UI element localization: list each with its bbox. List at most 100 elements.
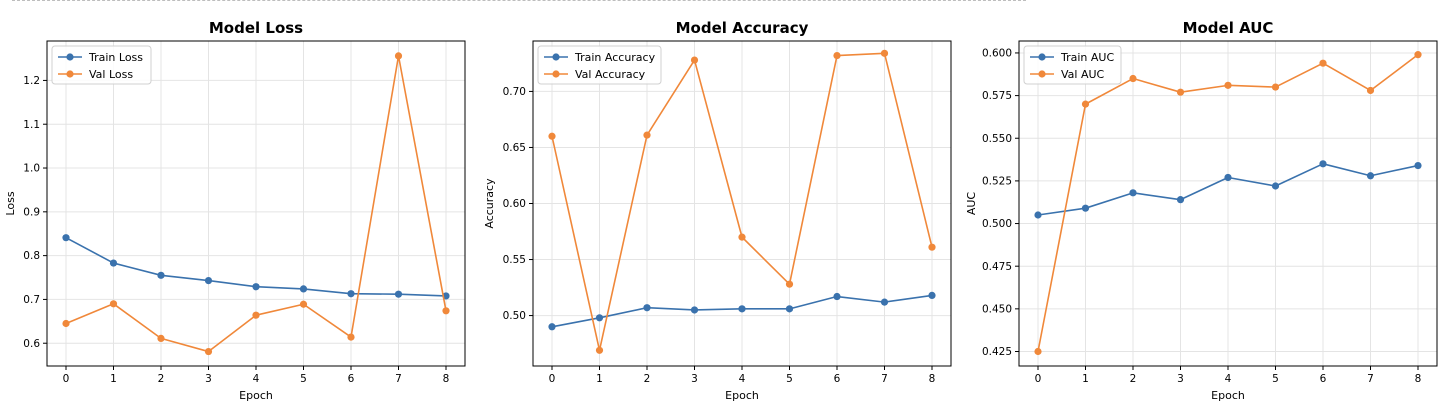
auc-series-0-point-5	[1271, 182, 1280, 190]
auc-series-1-point-1	[1081, 100, 1090, 108]
loss-xtick-label-4: 4	[253, 373, 260, 385]
auc-xlabel: Epoch	[1211, 389, 1245, 402]
accuracy-series-0-point-6	[833, 292, 841, 301]
accuracy-ytick-label-2: 0.60	[503, 198, 526, 210]
loss-series-0-point-1	[109, 259, 118, 267]
accuracy-legend	[537, 45, 662, 85]
loss-xtick-label-2: 2	[158, 373, 165, 385]
loss-series-1-point-8	[442, 307, 450, 315]
chart-accuracy: 0 1 2 3 4 5 6 7 8 0.50 0.55 0.60 0.65 0.70 Model Accur…	[483, 19, 952, 402]
accuracy-series-1-point-6	[833, 51, 841, 60]
loss-series-0-point-6	[347, 290, 355, 298]
accuracy-xlabel: Epoch	[725, 389, 759, 402]
auc-series-0-point-6	[1319, 160, 1327, 168]
loss-series-0-point-4	[252, 283, 260, 291]
accuracy-xtick-label-2: 2	[644, 373, 651, 385]
accuracy-series-1-point-5	[785, 280, 794, 288]
loss-xtick-label-5: 5	[300, 373, 307, 385]
loss-legend-marker-1	[66, 70, 74, 78]
auc-xtick-label-8: 8	[1415, 373, 1422, 385]
auc-ytick-label-4: 0.525	[982, 175, 1012, 187]
loss-ytick-label-5: 1.1	[23, 119, 40, 131]
loss-legend-label-0: Train Loss	[88, 51, 143, 64]
auc-series-0-point-1	[1081, 204, 1090, 212]
chart-loss: 0 1 2 3 4 5 6 7 8 0.6 0.7 0.8 0.9 1.0 1.1 1.2 Model Loss…	[4, 19, 466, 402]
auc-legend-marker-1	[1038, 70, 1046, 78]
accuracy-series-1-point-8	[928, 243, 936, 251]
auc-xtick-label-5: 5	[1272, 373, 1279, 385]
loss-series-1-point-2	[157, 334, 165, 343]
accuracy-series-1-point-7	[880, 49, 889, 57]
auc-series-0-point-0	[1034, 211, 1042, 219]
loss-xtick-label-1: 1	[110, 373, 117, 385]
auc-axes-frame	[1018, 40, 1438, 367]
auc-series-1-point-3	[1176, 88, 1185, 96]
loss-legend-marker-0	[66, 53, 74, 61]
auc-xtick-label-6: 6	[1320, 373, 1327, 385]
auc-series-0-point-8	[1414, 161, 1422, 170]
accuracy-xtick-label-8: 8	[929, 373, 936, 385]
accuracy-xtick-label-0: 0	[549, 373, 556, 385]
loss-ytick-label-2: 0.8	[23, 250, 40, 262]
loss-series-1-point-3	[204, 347, 213, 356]
auc-ytick-label-6: 0.575	[982, 90, 1012, 102]
accuracy-legend-label-1: Val Accuracy	[575, 68, 646, 81]
accuracy-xtick-label-4: 4	[739, 373, 746, 385]
accuracy-xtick-label-6: 6	[834, 373, 841, 385]
auc-series-0-point-2	[1129, 189, 1137, 197]
accuracy-series-1-point-1	[595, 346, 604, 354]
loss-xtick-label-6: 6	[348, 373, 355, 385]
auc-series-1-point-0	[1034, 347, 1042, 356]
loss-ytick-label-4: 1.0	[23, 163, 40, 175]
auc-xtick-label-2: 2	[1130, 373, 1137, 385]
auc-ylabel: AUC	[965, 192, 978, 216]
loss-series-1-point-1	[109, 300, 118, 308]
loss-series-0-point-7	[394, 290, 403, 298]
accuracy-legend-marker-1	[552, 70, 560, 78]
accuracy-series-1-point-2	[643, 131, 651, 139]
auc-series-0-point-4	[1224, 173, 1232, 182]
loss-series-1-point-0	[62, 319, 70, 328]
accuracy-ytick-label-3: 0.65	[503, 142, 526, 154]
accuracy-series-0-point-3	[690, 306, 699, 314]
accuracy-xtick-label-5: 5	[786, 373, 793, 385]
loss-xtick-label-3: 3	[205, 373, 212, 385]
accuracy-ylabel: Accuracy	[483, 178, 496, 229]
chart-auc: 0 1 2 3 4 5 6 7 8 0.425 0.450 0.475 0.500 0.525 0.550 0…	[965, 19, 1438, 402]
loss-series-1-point-6	[347, 333, 355, 341]
loss-axes-frame	[46, 40, 466, 367]
accuracy-xtick-label-3: 3	[691, 373, 698, 385]
loss-ytick-label-3: 0.9	[23, 206, 40, 218]
auc-ytick-label-0: 0.425	[982, 346, 1012, 358]
accuracy-ytick-label-0: 0.50	[503, 310, 526, 322]
top-dashed-rule	[12, 0, 1026, 4]
auc-xtick-label-4: 4	[1225, 373, 1232, 385]
auc-ytick-label-5: 0.550	[982, 133, 1012, 145]
accuracy-series-1-point-4	[738, 233, 746, 241]
accuracy-series-0-point-7	[880, 298, 889, 306]
loss-series-1-point-4	[252, 311, 260, 319]
auc-chart-title: Model AUC	[1183, 19, 1274, 37]
auc-ytick-label-3: 0.500	[982, 218, 1012, 230]
loss-ytick-label-1: 0.7	[23, 294, 40, 306]
loss-series-1-point-5	[299, 300, 308, 308]
loss-series-0-point-3	[204, 276, 213, 285]
accuracy-ytick-label-4: 0.70	[503, 86, 526, 98]
auc-series-1-point-4	[1224, 81, 1232, 89]
auc-xtick-label-1: 1	[1082, 373, 1089, 385]
loss-series-0-point-2	[157, 271, 165, 279]
loss-chart-title: Model Loss	[209, 19, 303, 37]
accuracy-series-0-point-1	[595, 314, 604, 322]
loss-xtick-label-8: 8	[443, 373, 450, 385]
loss-xtick-label-0: 0	[63, 373, 70, 385]
accuracy-xtick-label-7: 7	[881, 373, 888, 385]
accuracy-chart-title: Model Accuracy	[676, 19, 809, 37]
loss-ytick-label-6: 1.2	[23, 75, 40, 87]
auc-series-0-point-7	[1366, 172, 1375, 180]
auc-ytick-label-7: 0.600	[982, 48, 1012, 60]
auc-series-1-point-2	[1129, 74, 1137, 83]
auc-legend-marker-0	[1038, 53, 1046, 61]
auc-xtick-label-7: 7	[1367, 373, 1374, 385]
accuracy-series-0-point-8	[928, 291, 936, 299]
